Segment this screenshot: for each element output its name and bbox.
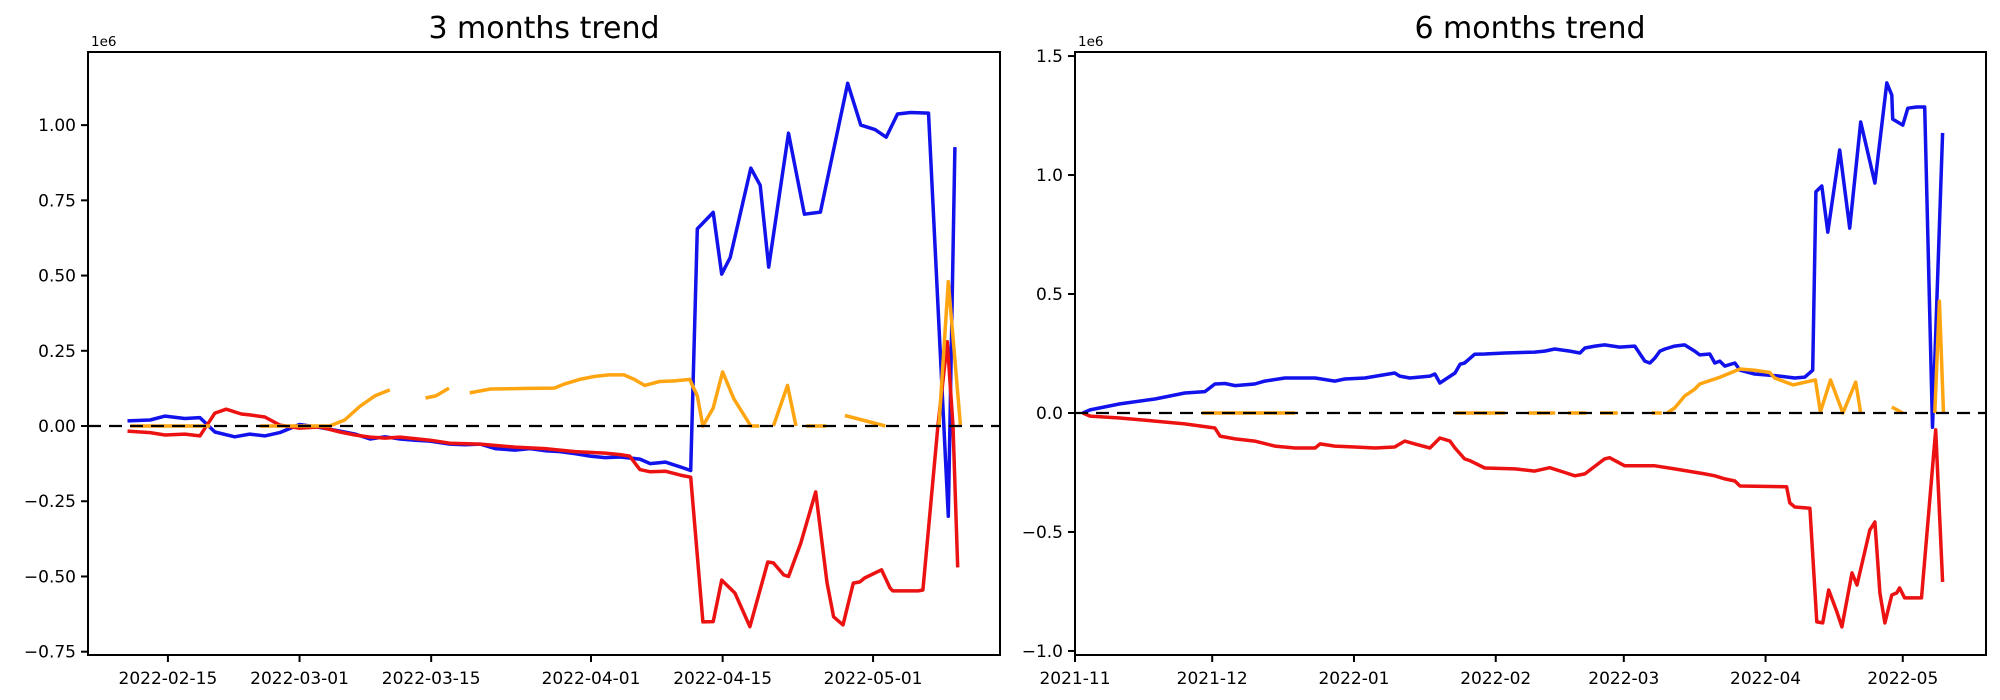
y-axis-tick-label: 1.5 — [1036, 47, 1063, 67]
y-axis-tick-label: 0.00 — [38, 417, 76, 437]
axes-frame — [1074, 51, 1987, 656]
y-axis-tick-label: −0.50 — [24, 567, 76, 587]
chart-3-months-trend: 3 months trend 1e6 2022-02-15 2022-03-01 2… — [24, 11, 1001, 689]
x-axis-tick-label: 2022-05-01 — [824, 669, 923, 689]
plot-area: 2021-11 2021-12 2022-01 2022-02 2022-03 2022-… — [1022, 47, 1987, 689]
x-axis-tick-label: 2022-02 — [1460, 669, 1531, 689]
y-axis-tick-label: −0.25 — [24, 492, 76, 512]
x-axis-tick-label: 2022-05 — [1867, 669, 1938, 689]
y-axis-tick-label: 1.0 — [1036, 166, 1063, 186]
x-axis-tick-label: 2021-12 — [1177, 669, 1248, 689]
x-axis-tick-label: 2022-04-15 — [673, 669, 772, 689]
plot-area: 2022-02-15 2022-03-01 2022-03-15 2022-04-01… — [24, 51, 1001, 689]
x-axis-tick-label: 2022-03-15 — [382, 669, 481, 689]
series-blue-line — [127, 81, 957, 519]
series-red-line — [1082, 411, 1945, 629]
y-axis-tick-label: 0.25 — [38, 342, 76, 362]
series-orange-line — [130, 279, 963, 428]
x-axis-tick-label: 2022-03 — [1588, 669, 1659, 689]
x-axis-tick-label: 2022-02-15 — [119, 669, 218, 689]
series-red-line — [127, 340, 960, 629]
y-axis-tick-label: 1.00 — [38, 116, 76, 136]
y-axis-tick-label: −1.0 — [1022, 642, 1063, 662]
y-axis-tick-label: −0.75 — [24, 643, 76, 663]
series-orange-line — [1202, 299, 1946, 415]
y-axis-offset-label: 1e6 — [91, 34, 116, 50]
chart-6-months-trend: 6 months trend 1e6 2021-11 2021-12 2022-01… — [1022, 11, 1987, 689]
y-axis-tick-label: 0.75 — [38, 191, 76, 211]
y-axis-tick-label: 0.0 — [1036, 404, 1063, 424]
x-axis-tick-label: 2022-01 — [1318, 669, 1389, 689]
y-axis-tick-label: 0.5 — [1036, 285, 1063, 305]
series-group — [1082, 81, 1946, 629]
x-axis-tick-label: 2021-11 — [1039, 669, 1110, 689]
series-group — [127, 81, 963, 629]
axes-frame — [87, 51, 1001, 656]
chart-title: 3 months trend — [428, 11, 659, 46]
chart-title: 6 months trend — [1414, 11, 1645, 46]
y-axis-tick-label: 0.50 — [38, 267, 76, 287]
x-axis-tick-label: 2022-04-01 — [542, 669, 641, 689]
y-axis-tick-label: −0.5 — [1022, 523, 1063, 543]
y-axis-offset-label: 1e6 — [1078, 34, 1103, 50]
x-axis-tick-label: 2022-03-01 — [250, 669, 349, 689]
x-axis-tick-label: 2022-04 — [1730, 669, 1801, 689]
series-blue-line — [1082, 81, 1945, 430]
